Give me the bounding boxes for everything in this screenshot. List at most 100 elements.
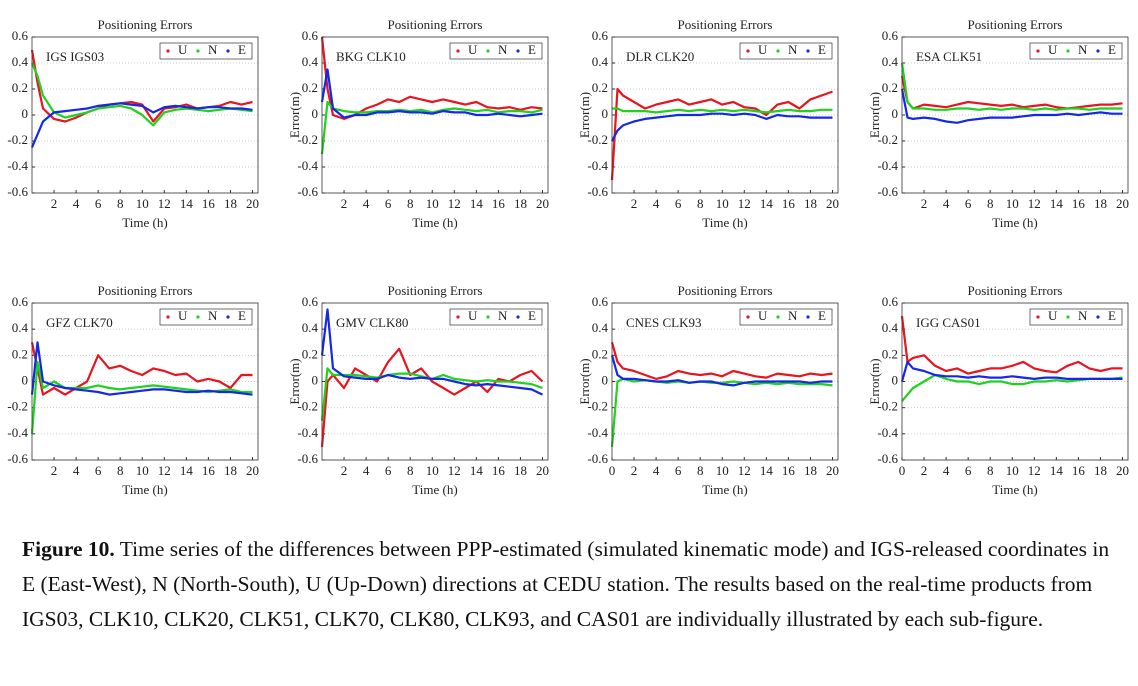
y-tick-label: 0.6 (882, 28, 899, 43)
x-tick-label: 2 (51, 463, 58, 478)
legend-label: U (758, 308, 768, 323)
y-tick-label: 0 (312, 106, 319, 121)
y-tick-label: -0.2 (587, 399, 608, 414)
y-tick-label: 0.4 (12, 54, 29, 69)
x-tick-label: 6 (95, 463, 102, 478)
chart-title: Positioning Errors (678, 17, 773, 32)
x-tick-label: 16 (782, 463, 796, 478)
y-tick-label: 0.4 (302, 320, 319, 335)
y-tick-label: -0.6 (7, 184, 28, 199)
x-axis-label: Time (h) (122, 482, 167, 497)
y-tick-label: 0.6 (302, 28, 319, 43)
x-tick-label: 14 (760, 196, 774, 211)
annotation: GMV CLK80 (336, 315, 408, 330)
x-tick-label: 14 (470, 196, 484, 211)
legend-label: N (788, 42, 798, 57)
x-tick-label: 4 (363, 196, 370, 211)
x-tick-label: 4 (943, 463, 950, 478)
y-tick-label: -0.4 (7, 158, 28, 173)
plot-frame (901, 36, 1129, 194)
y-tick-label: -0.2 (877, 132, 898, 147)
x-axis-label: Time (h) (412, 215, 457, 230)
legend-label: N (498, 308, 508, 323)
series-line (900, 315, 1123, 375)
series-line (610, 87, 833, 181)
legend-box (159, 42, 253, 60)
legend-label: E (238, 42, 246, 57)
y-tick-label: 0.2 (302, 346, 318, 361)
legend-marker (226, 315, 230, 319)
annotation: ESA CLK51 (916, 49, 982, 64)
legend-label: N (498, 42, 508, 57)
series-line (30, 62, 253, 127)
x-tick-label: 12 (1028, 196, 1041, 211)
x-tick-label: 10 (426, 463, 439, 478)
y-tick-label: 0.2 (882, 80, 898, 95)
series-line (612, 107, 833, 114)
x-tick-label: 16 (782, 196, 796, 211)
annotation: CNES CLK93 (626, 315, 701, 330)
legend-box (1029, 42, 1123, 60)
plot-frame (611, 302, 839, 461)
y-axis-label: Error(m) (577, 92, 592, 138)
y-tick-label: 0.6 (12, 294, 29, 309)
x-tick-label: 10 (426, 196, 439, 211)
y-tick-label: 0.4 (592, 54, 609, 69)
legend-label: U (1048, 42, 1058, 57)
x-tick-label: 20 (536, 463, 549, 478)
legend-label: N (208, 42, 218, 57)
y-tick-label: 0 (892, 106, 899, 121)
y-tick-label: 0.4 (592, 320, 609, 335)
series-line (320, 347, 544, 447)
legend-marker (1066, 49, 1070, 53)
x-tick-label: 10 (1006, 463, 1019, 478)
x-tick-label: 18 (224, 196, 237, 211)
y-tick-label: -0.2 (7, 132, 28, 147)
x-tick-label: 18 (804, 463, 817, 478)
caption-label: Figure 10. (22, 537, 115, 561)
plot-frame (321, 36, 549, 194)
y-tick-label: 0.4 (302, 54, 319, 69)
legend-label: U (468, 42, 478, 57)
y-tick-label: 0.4 (12, 320, 29, 335)
y-axis-label: Error(m) (867, 92, 882, 138)
legend-label: N (208, 308, 218, 323)
y-tick-label: 0.2 (12, 346, 28, 361)
legend-box (739, 42, 833, 60)
x-tick-label: 2 (631, 463, 638, 478)
x-axis-label: Time (h) (702, 215, 747, 230)
x-tick-label: 10 (136, 463, 149, 478)
x-tick-label: 0 (899, 463, 906, 478)
series-line (900, 360, 1123, 382)
legend-label: E (1108, 42, 1116, 57)
x-tick-label: 10 (716, 463, 729, 478)
y-tick-label: 0.6 (592, 294, 609, 309)
y-tick-label: -0.6 (877, 184, 898, 199)
legend-label: U (758, 42, 768, 57)
legend-marker (486, 315, 490, 319)
x-tick-label: 14 (180, 196, 194, 211)
x-tick-label: 12 (448, 463, 461, 478)
x-tick-label: 16 (202, 196, 216, 211)
plot-frame (901, 302, 1129, 461)
legend-marker (226, 49, 230, 53)
x-tick-label: 2 (921, 463, 928, 478)
legend-label: E (528, 42, 536, 57)
y-tick-label: 0.2 (882, 346, 898, 361)
x-tick-label: 14 (1050, 463, 1064, 478)
legend-marker (1066, 315, 1070, 319)
legend-marker (516, 315, 520, 319)
y-tick-label: 0.4 (882, 320, 899, 335)
y-tick-label: -0.6 (7, 451, 28, 466)
legend-marker (456, 315, 460, 319)
x-tick-label: 4 (653, 463, 660, 478)
x-tick-label: 16 (492, 196, 506, 211)
x-tick-label: 8 (407, 196, 414, 211)
x-tick-label: 4 (363, 463, 370, 478)
y-tick-label: -0.6 (587, 184, 608, 199)
legend-marker (456, 49, 460, 53)
x-tick-label: 20 (536, 196, 549, 211)
y-tick-label: -0.2 (297, 132, 318, 147)
y-tick-label: -0.2 (877, 399, 898, 414)
x-tick-label: 16 (1072, 196, 1086, 211)
